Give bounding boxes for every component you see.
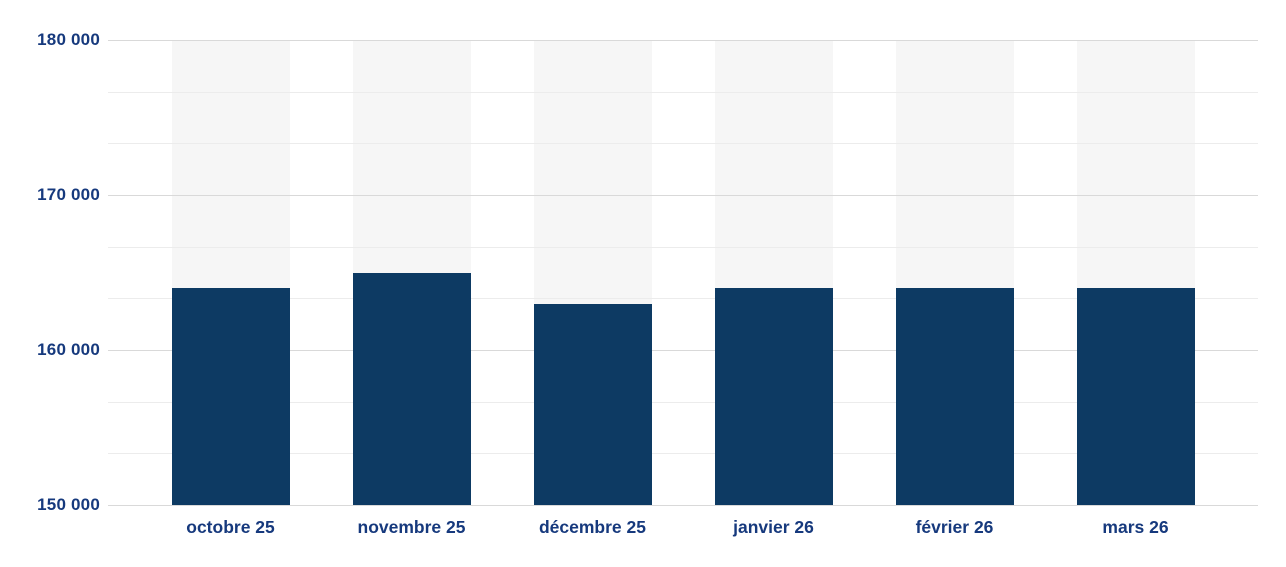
x-axis: octobre 25 novembre 25 décembre 25 janvier … bbox=[140, 513, 1226, 543]
gridline-minor bbox=[108, 453, 1258, 455]
x-axis-tick-label: mars 26 bbox=[1102, 517, 1169, 537]
gridline-minor bbox=[108, 298, 1258, 300]
y-axis-tick-label: 150 000 bbox=[37, 495, 100, 514]
bar-mars-26 bbox=[1076, 288, 1195, 505]
gridline-minor bbox=[108, 91, 1258, 93]
bar-janvier-26 bbox=[714, 288, 833, 505]
x-axis-tick-label: octobre 25 bbox=[186, 517, 275, 537]
y-axis-tick-label: 160 000 bbox=[37, 340, 100, 359]
plot-area bbox=[108, 40, 1258, 506]
y-axis-tick-label: 170 000 bbox=[37, 185, 100, 204]
gridline-minor bbox=[108, 143, 1258, 145]
x-axis-tick-label: novembre 25 bbox=[357, 517, 466, 537]
gridline-major bbox=[108, 350, 1258, 351]
gridline-minor bbox=[108, 401, 1258, 403]
gridline-major bbox=[108, 40, 1258, 41]
bar-octobre-25 bbox=[171, 288, 290, 505]
y-axis-tick-label: 180 000 bbox=[37, 30, 100, 49]
bar-février-26 bbox=[895, 288, 1014, 505]
bar-décembre-25 bbox=[533, 303, 652, 505]
x-axis-tick-label: janvier 26 bbox=[733, 517, 814, 537]
bar-layer bbox=[108, 40, 1258, 505]
x-axis-tick-label: février 26 bbox=[915, 517, 994, 537]
gridline-major bbox=[108, 195, 1258, 196]
gridline-layer bbox=[108, 40, 1258, 506]
bar-novembre-25 bbox=[352, 272, 471, 505]
x-axis-tick-label: décembre 25 bbox=[538, 517, 646, 537]
gridline-major bbox=[108, 505, 1258, 506]
y-axis: 180 000 170 000 160 000 150 000 bbox=[0, 0, 100, 567]
gridline-minor bbox=[108, 246, 1258, 248]
